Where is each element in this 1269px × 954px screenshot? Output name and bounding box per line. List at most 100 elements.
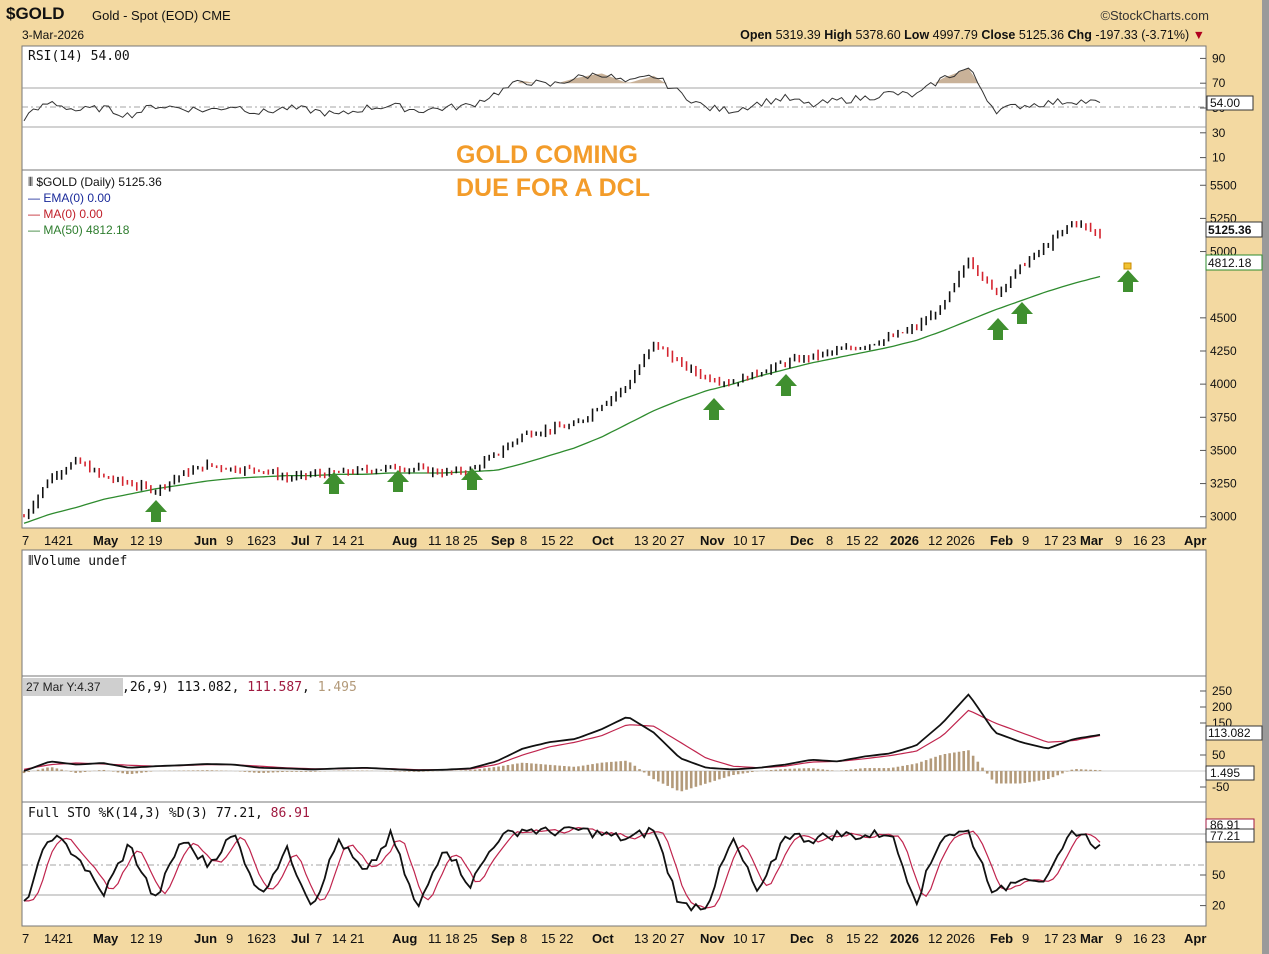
macd-tick-label: -50	[1212, 780, 1230, 794]
chart-date: 3-Mar-2026	[22, 28, 85, 42]
up-arrow-icon	[387, 470, 409, 492]
date-label: Feb	[990, 533, 1013, 548]
date-label: 2026	[890, 931, 919, 946]
macd-tick-label: 250	[1212, 684, 1232, 698]
sto-d-line	[24, 826, 1101, 909]
macd-tooltip-bg	[23, 678, 123, 696]
volume-icon: ⫴	[28, 554, 33, 569]
volume-label-text: Volume undef	[33, 554, 127, 569]
volume-panel	[21, 549, 1207, 677]
date-label: 9	[1022, 533, 1029, 548]
date-label: 11 18 25	[428, 533, 478, 548]
rsi-panel	[21, 45, 1207, 171]
up-arrow-icon	[1011, 302, 1033, 324]
date-label: 12 2026	[928, 931, 975, 946]
last-close-text: 5125.36	[1208, 223, 1252, 237]
ma50-line	[23, 275, 1101, 524]
date-axis-top: 7 1421 May 12 19 Jun 9 1623 Jul 7 14 21 Aug 11 18 2…	[22, 533, 1206, 548]
date-label: Oct	[592, 533, 614, 548]
date-label: Nov	[700, 533, 725, 548]
date-label: Aug	[392, 931, 417, 946]
price-tick-label: 4000	[1210, 377, 1237, 391]
date-label: 1623	[247, 533, 276, 548]
ema-legend: — EMA(0) 0.00	[28, 191, 111, 205]
ma50-legend: — MA(50) 4812.18	[28, 223, 130, 237]
date-label: 14 21	[332, 931, 365, 946]
date-label: Feb	[990, 931, 1013, 946]
macd-box-text: 113.082	[1208, 726, 1251, 740]
rsi-tick-label: 90	[1212, 51, 1226, 65]
date-label: 15 22	[846, 533, 879, 548]
up-arrow-icon	[775, 374, 797, 396]
price-legend-title: ⫴ $GOLD (Daily) 5125.36	[28, 175, 162, 189]
date-label: 8	[520, 533, 527, 548]
last-close-box: 5125.36	[1205, 221, 1263, 238]
high-value: 5378.60	[855, 28, 901, 42]
price-tick-label: 3750	[1210, 410, 1237, 424]
date-label: 12 19	[130, 931, 163, 946]
date-label: 7	[315, 931, 322, 946]
brand-link[interactable]: ©StockCharts.com	[1100, 8, 1209, 23]
date-label: 7	[315, 533, 322, 548]
macd-box-rect	[1205, 725, 1263, 741]
date-label: 17 23	[1044, 533, 1077, 548]
date-label: 11 18 25	[428, 931, 478, 946]
up-arrow-icon	[703, 398, 725, 420]
ma50-legend-swatch: —	[28, 223, 43, 237]
date-label: 1421	[44, 931, 73, 946]
price-bars	[23, 220, 1101, 520]
date-label: 13 20 27	[634, 533, 685, 548]
macd-tick-label: 200	[1212, 700, 1232, 714]
description-text: Gold - Spot (EOD)	[92, 8, 199, 23]
up-arrow-icon	[461, 468, 483, 490]
up-arrow-icon	[1117, 270, 1139, 292]
price-panel	[21, 169, 1207, 529]
window-edge	[1262, 0, 1269, 954]
price-legend-title-text: $GOLD (Daily) 5125.36	[36, 175, 162, 189]
rsi-tick-label: 10	[1212, 151, 1226, 165]
date-label: Dec	[790, 931, 814, 946]
hist-box-text: 1.495	[1210, 766, 1240, 780]
sto-k-box-text: 77.21	[1210, 829, 1240, 843]
date-label: 8	[826, 533, 833, 548]
date-label: Sep	[491, 931, 515, 946]
macd-panel	[21, 675, 1207, 803]
date-label: Mar	[1080, 931, 1103, 946]
macd-label: ,26,9) 113.082, 111.587, 1.495	[122, 680, 357, 695]
date-label: 7	[22, 533, 29, 548]
date-label: Nov	[700, 931, 725, 946]
date-axis-bottom: 7 1421 May 12 19 Jun 9 1623 Jul 7 14 21 Aug 11 18 2…	[22, 931, 1206, 946]
date-label: 16 23	[1133, 931, 1166, 946]
macd-label-main: ,26,9) 113.082,	[122, 680, 247, 695]
date-label: May	[93, 931, 119, 946]
rsi-label: RSI(14) 54.00	[28, 49, 130, 64]
macd-histogram	[22, 750, 1102, 792]
date-label: Mar	[1080, 533, 1103, 548]
date-label: 9	[226, 931, 233, 946]
up-arrow-icon	[987, 318, 1009, 340]
date-label: 10 17	[733, 533, 766, 548]
price-tick-label: 3000	[1210, 510, 1237, 524]
last-close-rect	[1205, 221, 1263, 238]
date-label: 13 20 27	[634, 931, 685, 946]
open-value: 5319.39	[775, 28, 821, 42]
sto-k-line	[23, 826, 1101, 912]
ma50-legend-text: MA(50) 4812.18	[43, 223, 129, 237]
up-arrow-icon	[323, 472, 345, 494]
price-tick-label: 5500	[1210, 178, 1237, 192]
date-label: Apr	[1184, 533, 1206, 548]
macd-tooltip: 27 Mar Y:4.37	[26, 680, 101, 694]
down-arrow-icon: ▼	[1192, 28, 1205, 42]
date-label: Sep	[491, 533, 515, 548]
macd-line	[23, 693, 1101, 772]
ma50-box-text: 4812.18	[1208, 256, 1252, 270]
up-arrow-icon	[145, 500, 167, 522]
close-value: 5125.36	[1018, 28, 1065, 42]
sto-label-d: 86.91	[271, 806, 310, 821]
date-label: Aug	[392, 533, 417, 548]
date-label: Jul	[291, 931, 310, 946]
support-arrows	[145, 262, 1139, 522]
price-tick-label: 3250	[1210, 477, 1237, 491]
annotation-line2: DUE FOR A DCL	[456, 174, 650, 202]
date-label: 1421	[44, 533, 73, 548]
